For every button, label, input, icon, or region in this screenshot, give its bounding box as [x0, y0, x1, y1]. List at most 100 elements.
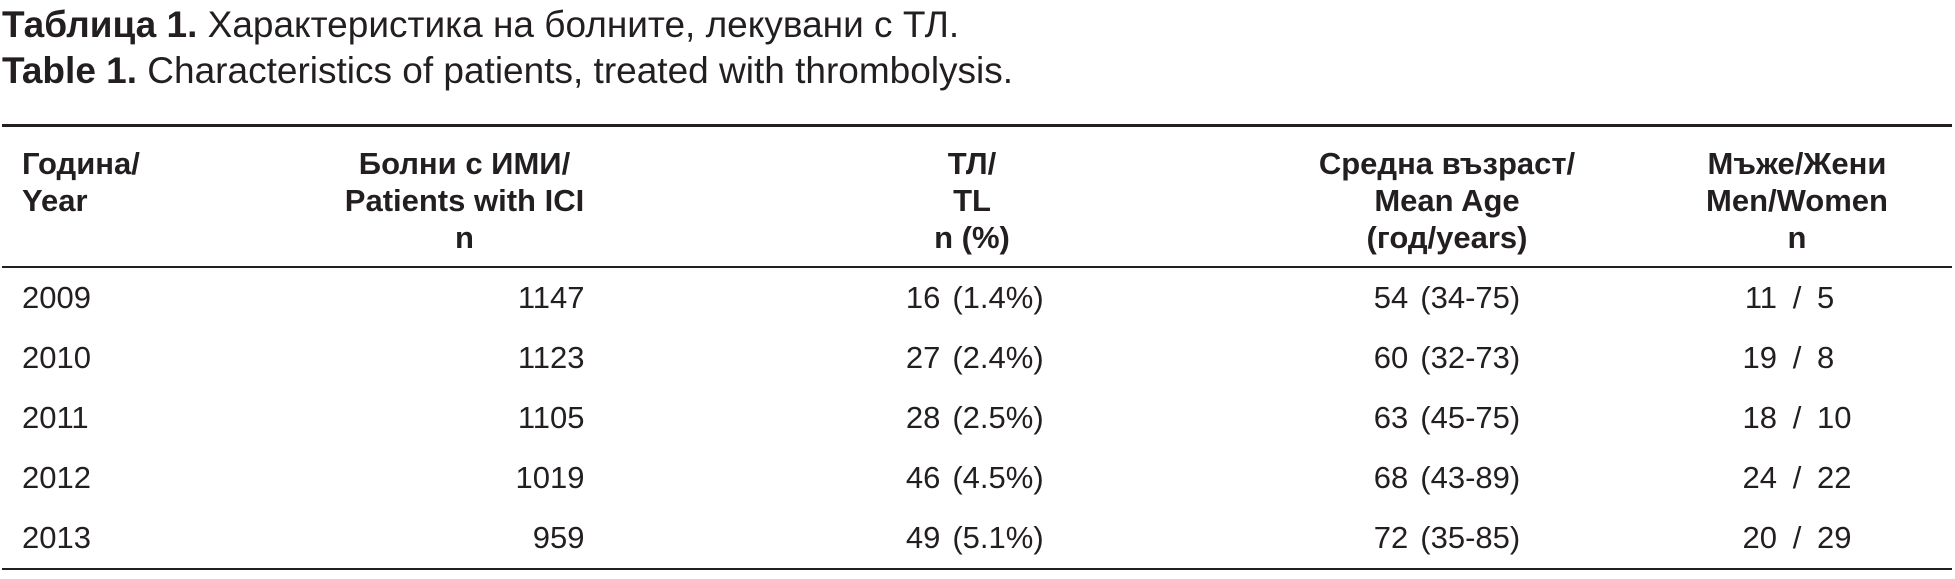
header-row: Година/ Year Болни с ИМИ/ Patients with … [2, 125, 1952, 268]
cell-tl: 49 (5.1%) [692, 508, 1252, 569]
men-count: 18 [1742, 400, 1777, 435]
age-range: (32-73) [1420, 340, 1521, 375]
men-count: 20 [1742, 520, 1777, 555]
cell-year: 2013 [22, 520, 91, 555]
header-men-women: Мъже/Жени Men/Women n [1642, 126, 1952, 268]
table-row: 2013 959 49 (5.1%) 72 (35-85) 20 / 29 [2, 508, 1952, 569]
table-row: 2011 1105 28 (2.5%) 63 (45-75) 18 / 10 [2, 388, 1952, 448]
header-mw-line: n [1787, 220, 1807, 255]
cell-men-women: 20 / 29 [1642, 508, 1952, 569]
patients-value: 1105 [517, 400, 585, 435]
cell-men-women: 18 / 10 [1642, 388, 1952, 448]
caption-bulgarian-label: Таблица 1. [2, 4, 198, 45]
tl-percent: (2.4%) [952, 340, 1044, 375]
age-range: (43-89) [1420, 460, 1521, 495]
cell-patients: 1105 [237, 388, 692, 448]
women-count: 8 [1817, 340, 1835, 375]
table-captions: Таблица 1. Характеристика на болните, ле… [2, 2, 1942, 94]
slash-separator: / [1792, 340, 1802, 375]
header-age-line: (год/years) [1366, 220, 1528, 255]
table-row: 2009 1147 16 (1.4%) 54 (34-75) 11 / 5 [2, 267, 1952, 328]
men-count: 24 [1742, 460, 1777, 495]
cell-patients: 959 [237, 508, 692, 569]
table-row: 2010 1123 27 (2.4%) 60 (32-73) 19 / 8 [2, 328, 1952, 388]
cell-year: 2011 [22, 400, 89, 435]
cell-age: 60 (32-73) [1252, 328, 1642, 388]
patients-value: 1147 [517, 280, 585, 315]
caption-english-label: Table 1. [2, 50, 138, 91]
tl-count: 28 [905, 400, 941, 435]
header-age-line: Mean Age [1374, 183, 1520, 218]
age-mean: 68 [1373, 460, 1409, 495]
tl-count: 49 [905, 520, 941, 555]
table-body: 2009 1147 16 (1.4%) 54 (34-75) 11/5 2010 1… [2, 267, 1952, 569]
header-age-line: Средна възраст/ [1318, 146, 1576, 181]
cell-age: 63 (45-75) [1252, 388, 1642, 448]
cell-tl: 28 (2.5%) [692, 388, 1252, 448]
header-tl-line: ТЛ/ [947, 146, 997, 181]
tl-count: 16 [905, 280, 941, 315]
header-age: Средна възраст/ Mean Age (год/years) [1252, 126, 1642, 268]
caption-english-text: Characteristics of patients, treated wit… [137, 50, 1014, 91]
age-range: (35-85) [1420, 520, 1521, 555]
tl-percent: (2.5%) [952, 400, 1044, 435]
women-count: 22 [1817, 460, 1852, 495]
cell-year: 2010 [22, 340, 91, 375]
header-year: Година/ Year [2, 126, 237, 268]
header-tl-line: n (%) [934, 220, 1010, 255]
age-mean: 72 [1373, 520, 1409, 555]
age-mean: 63 [1373, 400, 1409, 435]
slash-separator: / [1792, 520, 1802, 555]
header-mw-line: Men/Women [1706, 183, 1888, 218]
header-year-line: Year [22, 183, 88, 218]
men-count: 19 [1742, 340, 1777, 375]
caption-bulgarian-text: Характеристика на болните, лекувани с ТЛ… [197, 4, 960, 45]
cell-tl: 16 (1.4%) [692, 267, 1252, 328]
patients-value: 1123 [517, 340, 585, 375]
header-tl: ТЛ/ TL n (%) [692, 126, 1252, 268]
patients-value: 1019 [515, 460, 585, 495]
women-count: 10 [1817, 400, 1852, 435]
header-patients: Болни с ИМИ/ Patients with ICI n [237, 126, 692, 268]
cell-age: 54 (34-75) [1252, 267, 1642, 328]
slash-separator: / [1792, 280, 1802, 315]
tl-percent: (5.1%) [952, 520, 1044, 555]
cell-men-women: 24 / 22 [1642, 448, 1952, 508]
cell-tl: 46 (4.5%) [692, 448, 1252, 508]
slash-separator: / [1792, 400, 1802, 435]
tl-count: 46 [905, 460, 941, 495]
cell-year: 2009 [22, 280, 91, 315]
patients-table-wrapper: Година/ Year Болни с ИМИ/ Patients with … [2, 124, 1952, 570]
header-patients-line: Patients with ICI [344, 183, 585, 218]
age-mean: 54 [1373, 280, 1409, 315]
cell-men-women: 19 / 8 [1642, 328, 1952, 388]
cell-patients: 1147 [237, 267, 692, 328]
table-header: Година/ Year Болни с ИМИ/ Patients with … [2, 125, 1952, 268]
caption-english: Table 1. Characteristics of patients, tr… [2, 48, 1942, 94]
cell-men-women: 11 / 5 [1642, 267, 1952, 328]
cell-patients: 1123 [237, 328, 692, 388]
women-count: 5 [1817, 280, 1835, 315]
age-mean: 60 [1373, 340, 1409, 375]
men-count: 11 [1744, 280, 1777, 315]
patients-table: Година/ Year Болни с ИМИ/ Patients with … [2, 124, 1952, 570]
age-range: (34-75) [1420, 280, 1521, 315]
header-tl-line: TL [953, 183, 991, 218]
header-patients-line: Болни с ИМИ/ [358, 146, 571, 181]
cell-year: 2012 [22, 460, 91, 495]
tl-percent: (4.5%) [952, 460, 1044, 495]
table-row: 2012 1019 46 (4.5%) 68 (43-89) 24 / 22 [2, 448, 1952, 508]
women-count: 29 [1817, 520, 1852, 555]
tl-count: 27 [905, 340, 941, 375]
cell-tl: 27 (2.4%) [692, 328, 1252, 388]
age-range: (45-75) [1420, 400, 1521, 435]
cell-age: 72 (35-85) [1252, 508, 1642, 569]
cell-age: 68 (43-89) [1252, 448, 1642, 508]
caption-bulgarian: Таблица 1. Характеристика на болните, ле… [2, 2, 1942, 48]
tl-percent: (1.4%) [952, 280, 1044, 315]
header-mw-line: Мъже/Жени [1707, 146, 1887, 181]
slash-separator: / [1792, 460, 1802, 495]
header-year-line: Година/ [22, 146, 140, 181]
patients-value: 959 [532, 520, 585, 555]
header-patients-line: n [455, 220, 474, 255]
